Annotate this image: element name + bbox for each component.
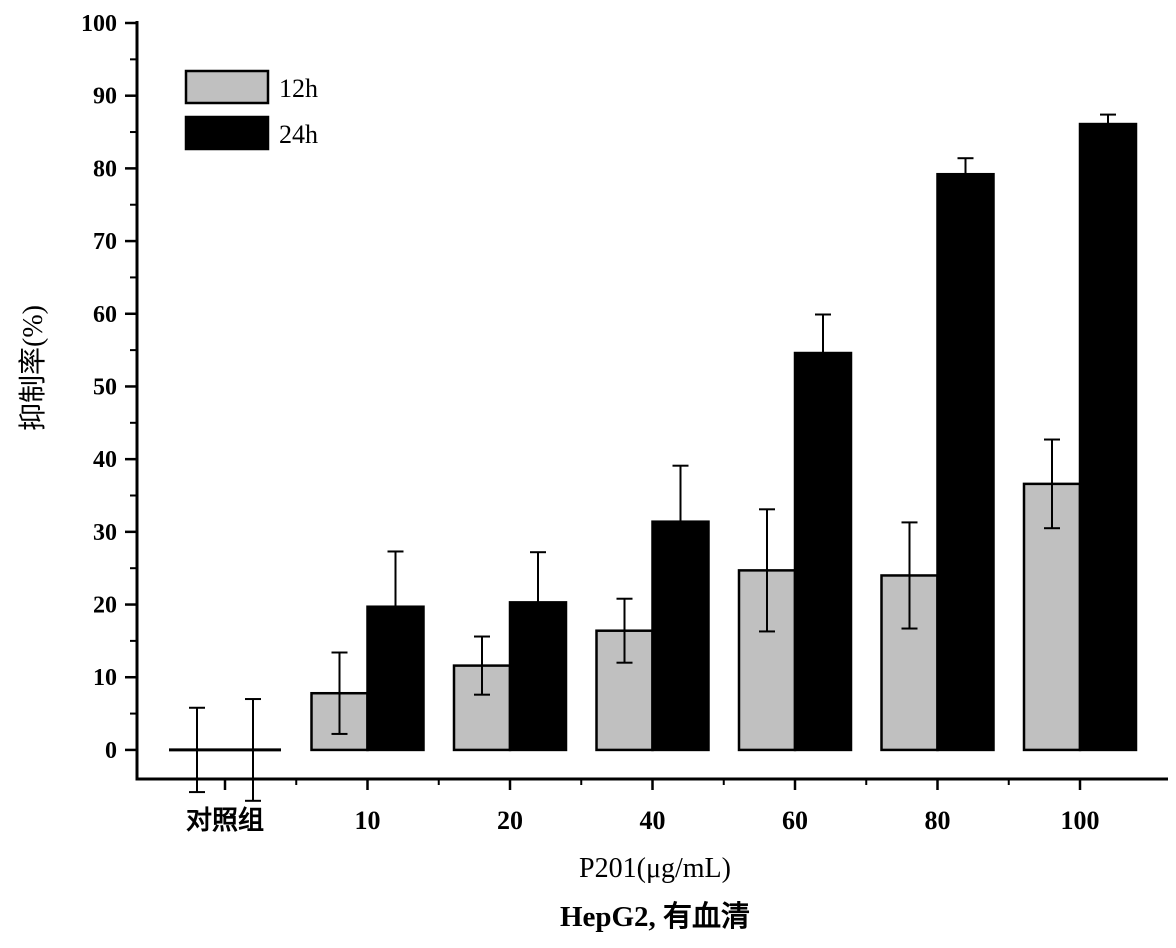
- legend-swatch-24h: [186, 117, 268, 149]
- y-tick-label: 80: [93, 156, 117, 182]
- x-ticks: 对照组 10 20 40 60 80 100: [186, 779, 1100, 835]
- y-tick-label: 90: [93, 84, 117, 110]
- y-tick-label: 50: [93, 374, 117, 400]
- y-tick-label: 20: [93, 593, 117, 619]
- x-tick-label: 40: [640, 806, 666, 835]
- y-tick-label: 30: [93, 520, 117, 546]
- x-tick-label: 对照组: [186, 805, 264, 835]
- bar-24h: [795, 353, 851, 750]
- bar-24h: [938, 174, 994, 750]
- x-tick-label: 10: [355, 806, 381, 835]
- y-tick-label: 60: [93, 302, 117, 328]
- x-axis-title: P201(μg/mL): [579, 853, 731, 884]
- bars-layer: [169, 124, 1136, 750]
- chart-caption: HepG2, 有血清: [560, 900, 750, 933]
- y-ticks: 0 10 20 30 40 50 60 70 80 90 100: [81, 11, 137, 764]
- legend-label-12h: 12h: [279, 74, 318, 103]
- bar-24h: [1080, 124, 1136, 750]
- y-tick-label: 100: [81, 11, 117, 37]
- legend: 12h 24h: [186, 71, 318, 149]
- legend-swatch-12h: [186, 71, 268, 103]
- y-axis-title: 抑制率(%): [17, 305, 49, 431]
- x-tick-label: 20: [497, 806, 523, 835]
- y-tick-label: 10: [93, 665, 117, 691]
- legend-label-24h: 24h: [279, 120, 318, 149]
- y-tick-label: 70: [93, 229, 117, 255]
- x-tick-label: 80: [925, 806, 951, 835]
- y-tick-label: 40: [93, 447, 117, 473]
- y-tick-label: 0: [105, 738, 117, 764]
- x-tick-label: 100: [1061, 806, 1100, 835]
- x-tick-label: 60: [782, 806, 808, 835]
